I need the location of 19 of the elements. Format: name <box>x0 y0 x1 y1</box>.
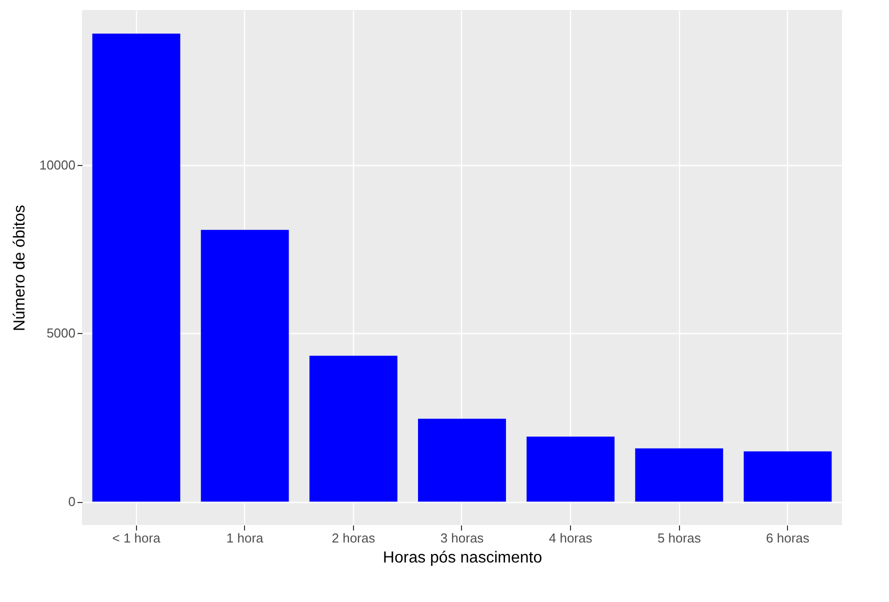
y-axis-title: Número de óbitos <box>11 204 28 332</box>
bar <box>200 230 289 502</box>
y-tick-label: 5000 <box>46 326 76 341</box>
x-tick-label: 3 horas <box>440 530 484 546</box>
x-tick-label: < 1 hora <box>112 530 162 546</box>
bar <box>744 451 832 502</box>
x-tick-label: 1 hora <box>226 530 264 546</box>
y-tick-label: 0 <box>68 494 76 510</box>
x-tick-label: 5 horas <box>657 530 702 546</box>
bar <box>635 448 724 502</box>
x-tick-label: 2 horas <box>332 530 376 546</box>
x-axis-title: Horas pós nascimento <box>382 550 542 566</box>
x-tick-label: 6 horas <box>766 530 810 546</box>
bar <box>309 356 398 502</box>
bar <box>92 34 180 502</box>
y-tick-label: 10000 <box>39 157 76 172</box>
bar <box>526 436 615 502</box>
bar <box>418 418 506 502</box>
x-tick-label: 4 horas <box>548 530 593 546</box>
